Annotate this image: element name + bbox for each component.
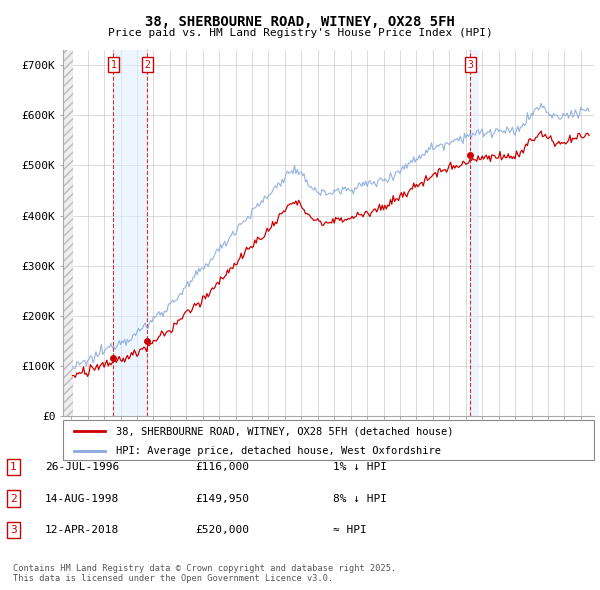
Bar — [63, 50, 73, 416]
Text: 38, SHERBOURNE ROAD, WITNEY, OX28 5FH: 38, SHERBOURNE ROAD, WITNEY, OX28 5FH — [145, 15, 455, 29]
Text: 3: 3 — [10, 525, 17, 535]
Bar — [113, 50, 147, 416]
Text: 2: 2 — [10, 494, 17, 503]
Text: HPI: Average price, detached house, West Oxfordshire: HPI: Average price, detached house, West… — [116, 447, 441, 457]
Text: 12-APR-2018: 12-APR-2018 — [45, 525, 119, 535]
Text: 3: 3 — [467, 60, 473, 70]
Text: £149,950: £149,950 — [195, 494, 249, 503]
Bar — [470, 50, 479, 416]
Text: 1: 1 — [110, 60, 116, 70]
Text: 26-JUL-1996: 26-JUL-1996 — [45, 463, 119, 472]
Text: 1% ↓ HPI: 1% ↓ HPI — [333, 463, 387, 472]
Text: 38, SHERBOURNE ROAD, WITNEY, OX28 5FH (detached house): 38, SHERBOURNE ROAD, WITNEY, OX28 5FH (d… — [116, 427, 454, 437]
Text: 8% ↓ HPI: 8% ↓ HPI — [333, 494, 387, 503]
FancyBboxPatch shape — [63, 420, 594, 460]
Text: £116,000: £116,000 — [195, 463, 249, 472]
Text: ≈ HPI: ≈ HPI — [333, 525, 367, 535]
Text: 14-AUG-1998: 14-AUG-1998 — [45, 494, 119, 503]
Text: 1: 1 — [10, 463, 17, 472]
Text: £520,000: £520,000 — [195, 525, 249, 535]
Text: Contains HM Land Registry data © Crown copyright and database right 2025.
This d: Contains HM Land Registry data © Crown c… — [13, 563, 397, 583]
Text: 2: 2 — [144, 60, 150, 70]
Text: Price paid vs. HM Land Registry's House Price Index (HPI): Price paid vs. HM Land Registry's House … — [107, 28, 493, 38]
